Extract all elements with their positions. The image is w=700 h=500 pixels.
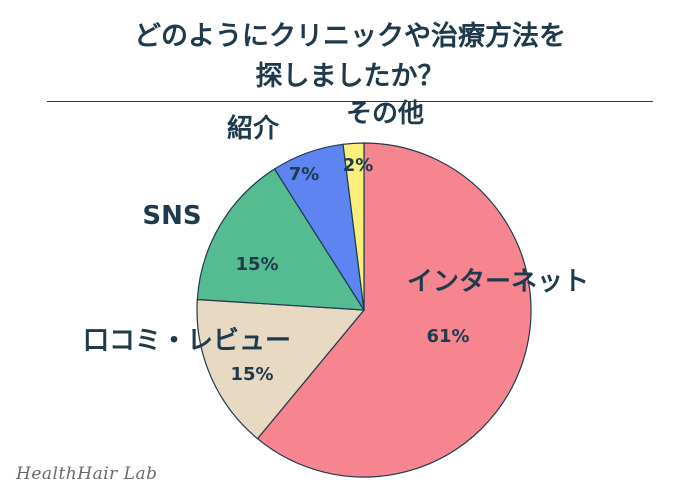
slice-value-label-1: 15%: [230, 364, 273, 385]
title-divider: [47, 101, 653, 102]
slice-category-label-3: 紹介: [227, 113, 280, 144]
slice-value-label-2: 15%: [235, 254, 278, 275]
pie-slice-4: [342, 142, 365, 311]
slice-category-label-4: その他: [346, 99, 424, 129]
chart-title-line-2: 探しましたか？: [255, 61, 445, 92]
slice-value-label-4: 2%: [343, 155, 374, 176]
slice-category-label-1: 口コミ・レビュー: [83, 326, 291, 356]
pie-slice-2: [196, 168, 366, 311]
slice-category-label-0: インターネット: [407, 267, 589, 297]
slice-value-label-0: 61%: [426, 326, 469, 347]
watermark-logo: HealthHair Lab: [16, 464, 158, 484]
chart-title-line-1: どのようにクリニックや治療方法を: [134, 21, 566, 52]
pie-slice-1: [196, 298, 366, 440]
pie-slice-0: [256, 142, 532, 478]
slice-value-label-3: 7%: [289, 164, 320, 185]
slice-category-label-2: SNS: [142, 201, 201, 231]
